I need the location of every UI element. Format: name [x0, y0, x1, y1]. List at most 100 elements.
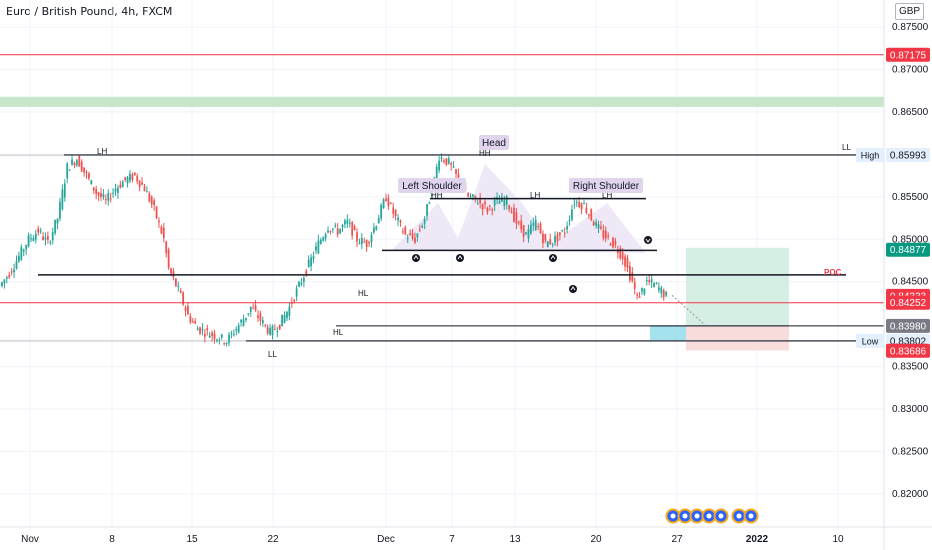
- candle-body: [529, 224, 532, 234]
- candle-body: [474, 195, 477, 200]
- candle-body: [97, 192, 100, 196]
- candle-body: [655, 282, 658, 284]
- candle-body: [266, 327, 269, 334]
- candle-body: [281, 314, 284, 327]
- candle-body: [380, 205, 383, 219]
- y-tick-label: 0.87000: [892, 65, 929, 76]
- candle-body: [276, 331, 279, 333]
- candle-body: [587, 214, 590, 216]
- candle-body: [13, 269, 15, 273]
- price-badge-label: 0.85993: [890, 151, 927, 162]
- candle-body: [257, 315, 259, 318]
- candle-body: [430, 194, 433, 197]
- price-badge-label: 0.84877: [890, 245, 927, 256]
- candle-body: [438, 160, 441, 171]
- candle-body: [662, 290, 665, 298]
- event-icon-dot: [706, 513, 712, 519]
- candle-body: [392, 207, 395, 214]
- level-tag-label: Low: [862, 336, 879, 346]
- candle-body: [319, 239, 322, 244]
- candle-body: [600, 226, 602, 229]
- candle-body: [288, 306, 291, 317]
- candle-body: [119, 184, 122, 188]
- candle-body: [423, 218, 426, 224]
- candle-body: [136, 175, 139, 182]
- candle-body: [602, 230, 605, 238]
- x-tick-label: 15: [186, 534, 198, 545]
- candle-body: [208, 335, 211, 338]
- candle-body: [619, 248, 622, 259]
- candle-body: [353, 225, 356, 231]
- candle-body: [88, 173, 90, 179]
- candle-body: [25, 245, 28, 250]
- candle-body: [404, 227, 407, 235]
- candle-body: [503, 200, 506, 207]
- candle-body: [302, 277, 305, 282]
- candle-body: [532, 223, 535, 226]
- candle-body: [525, 232, 527, 235]
- candle-body: [505, 196, 508, 205]
- arrow-marker: [644, 236, 652, 244]
- candle-body: [334, 225, 337, 227]
- candle-body: [346, 219, 349, 224]
- x-tick-label: 27: [671, 534, 683, 545]
- candle-body: [445, 158, 448, 165]
- candle-body: [269, 327, 271, 335]
- candle-body: [295, 288, 298, 297]
- candle-body: [638, 296, 641, 298]
- candle-body: [182, 292, 185, 305]
- structure-label: LH: [602, 191, 612, 200]
- currency-button[interactable]: GBP: [895, 3, 924, 20]
- y-tick-label: 0.85500: [892, 192, 929, 203]
- candle-body: [172, 270, 175, 278]
- x-tick-label: 22: [267, 534, 279, 545]
- candle-body: [411, 233, 414, 239]
- candle-body: [447, 158, 450, 164]
- candle-body: [414, 237, 416, 243]
- y-tick-label: 0.82500: [892, 446, 929, 457]
- candle-body: [382, 199, 385, 208]
- candle-body: [201, 328, 204, 331]
- right-shoulder-label-bg: [569, 178, 643, 193]
- candle-body: [177, 285, 180, 287]
- price-badge-current: [886, 242, 930, 257]
- price-badge-stop: [886, 343, 930, 358]
- candle-body: [348, 222, 351, 224]
- candle-body: [252, 307, 255, 309]
- candle-body: [508, 205, 511, 210]
- candle-body: [61, 189, 64, 210]
- candle-body: [486, 207, 489, 213]
- structure-label: LL: [268, 350, 277, 359]
- candle-body: [377, 218, 380, 224]
- candle-body: [580, 203, 583, 210]
- candle-body: [63, 183, 66, 198]
- arrow-marker: [569, 285, 577, 293]
- candle-body: [220, 334, 223, 338]
- candle-body: [558, 232, 561, 236]
- price-badge-resistance_top: [886, 47, 930, 62]
- candle-body: [568, 219, 571, 222]
- candle-body: [240, 320, 242, 323]
- event-icon-dot: [736, 513, 742, 519]
- candle-body: [141, 182, 143, 185]
- candle-body: [554, 236, 556, 243]
- y-tick-label: 0.85000: [892, 234, 929, 245]
- candle-body: [44, 237, 47, 240]
- candle-body: [563, 232, 566, 234]
- x-tick-label: 7: [449, 534, 455, 545]
- candle-body: [573, 204, 576, 206]
- candle-body: [264, 324, 267, 326]
- candle-body: [146, 191, 148, 193]
- candle-body: [80, 161, 83, 172]
- candle-body: [273, 329, 276, 331]
- candle-body: [457, 173, 460, 178]
- candle-body: [515, 212, 518, 224]
- candle-body: [428, 202, 431, 204]
- structure-label: LH: [530, 191, 540, 200]
- candle-body: [660, 287, 663, 294]
- price-badge-high: [886, 148, 930, 163]
- candle-body: [191, 321, 194, 323]
- candle-body: [160, 226, 163, 234]
- candle-body: [249, 306, 252, 312]
